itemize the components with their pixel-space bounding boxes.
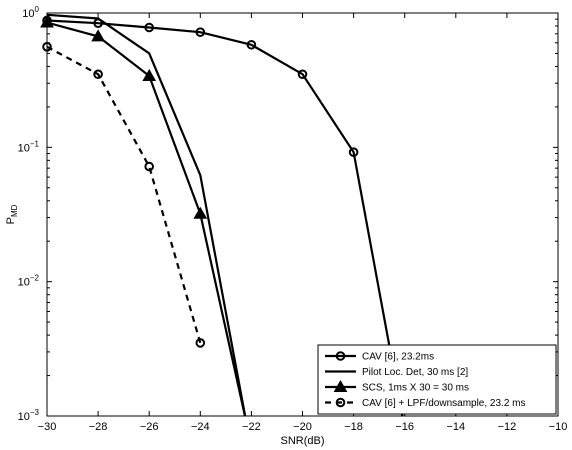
legend-entry-4: CAV [6] + LPF/downsample, 23.2 ms <box>362 398 526 409</box>
x-tick-label: −18 <box>344 421 363 433</box>
markers <box>40 15 359 348</box>
legend-entry-2: Pilot Loc. Det, 30 ms [2] <box>362 367 468 378</box>
data-point-circle <box>144 161 154 172</box>
y-tick-label: 10−3 <box>18 408 40 423</box>
x-tick-label: −14 <box>446 421 465 433</box>
data-point-circle <box>195 338 206 348</box>
y-tick-label: 10−2 <box>18 274 40 289</box>
data-point-triangle <box>142 68 157 81</box>
x-tick-label: −26 <box>140 421 159 433</box>
data-point-triangle <box>40 15 54 28</box>
y-tick-label-base: 10 <box>22 8 34 20</box>
data-point-circle <box>195 27 206 37</box>
y-tick-label-exponent: 0 <box>35 5 40 14</box>
labels: SNR(dB) PMD <box>5 204 325 447</box>
x-tick-label: −24 <box>191 421 210 433</box>
data-point-circle <box>335 351 346 361</box>
data-point-triangle <box>193 206 208 219</box>
data-point-circle <box>42 42 52 52</box>
y-axis-label-subscript: MD <box>10 204 19 217</box>
x-tick-label: −22 <box>242 421 261 433</box>
series-line-4 <box>47 45 202 344</box>
legend-entry-1: CAV [6], 23.2ms <box>362 352 434 363</box>
y-tick-label-exponent: −1 <box>30 139 40 148</box>
x-axis-label: SNR(dB) <box>280 435 324 447</box>
data-point-circle <box>335 397 346 408</box>
data-point-circle <box>93 18 103 28</box>
y-tick-label-base: 10 <box>18 142 30 154</box>
data-point-circle <box>93 69 103 80</box>
y-tick-label-base: 10 <box>18 411 30 423</box>
y-axis-label-main: P <box>5 217 17 224</box>
x-tick-label: −28 <box>89 421 108 433</box>
x-tick-label: −10 <box>549 421 568 433</box>
data-point-circle <box>297 69 308 80</box>
data-point-circle <box>246 39 257 50</box>
legend-entry-3: SCS, 1ms X 30 = 30 ms <box>362 383 469 394</box>
legend-box <box>317 344 557 415</box>
data-point-circle <box>144 22 154 33</box>
y-tick-label-exponent: −3 <box>30 408 40 417</box>
x-tick-label: −12 <box>498 421 517 433</box>
y-tick-label: 100 <box>22 5 39 20</box>
x-tick-label: −16 <box>395 421 414 433</box>
y-tick-label: 10−1 <box>18 139 40 154</box>
data-point-triangle <box>333 379 348 392</box>
series-line-2 <box>47 13 247 416</box>
y-tick-label-base: 10 <box>18 277 30 289</box>
data-point-triangle <box>91 29 105 42</box>
x-tick-label: −30 <box>38 421 57 433</box>
data-point-circle <box>348 147 359 157</box>
y-axis-label: PMD <box>5 204 19 224</box>
series-line-3 <box>47 21 247 416</box>
y-tick-label-exponent: −2 <box>30 274 40 283</box>
axes: −30 −28 −26 −24 −22 −20 −18 −16 −14 −12 −1010010−1… <box>18 5 568 433</box>
x-tick-label: −20 <box>293 421 312 433</box>
legend: CAV [6], 23.2ms Pilot Loc. Det, 30 ms [2]… <box>317 344 557 415</box>
